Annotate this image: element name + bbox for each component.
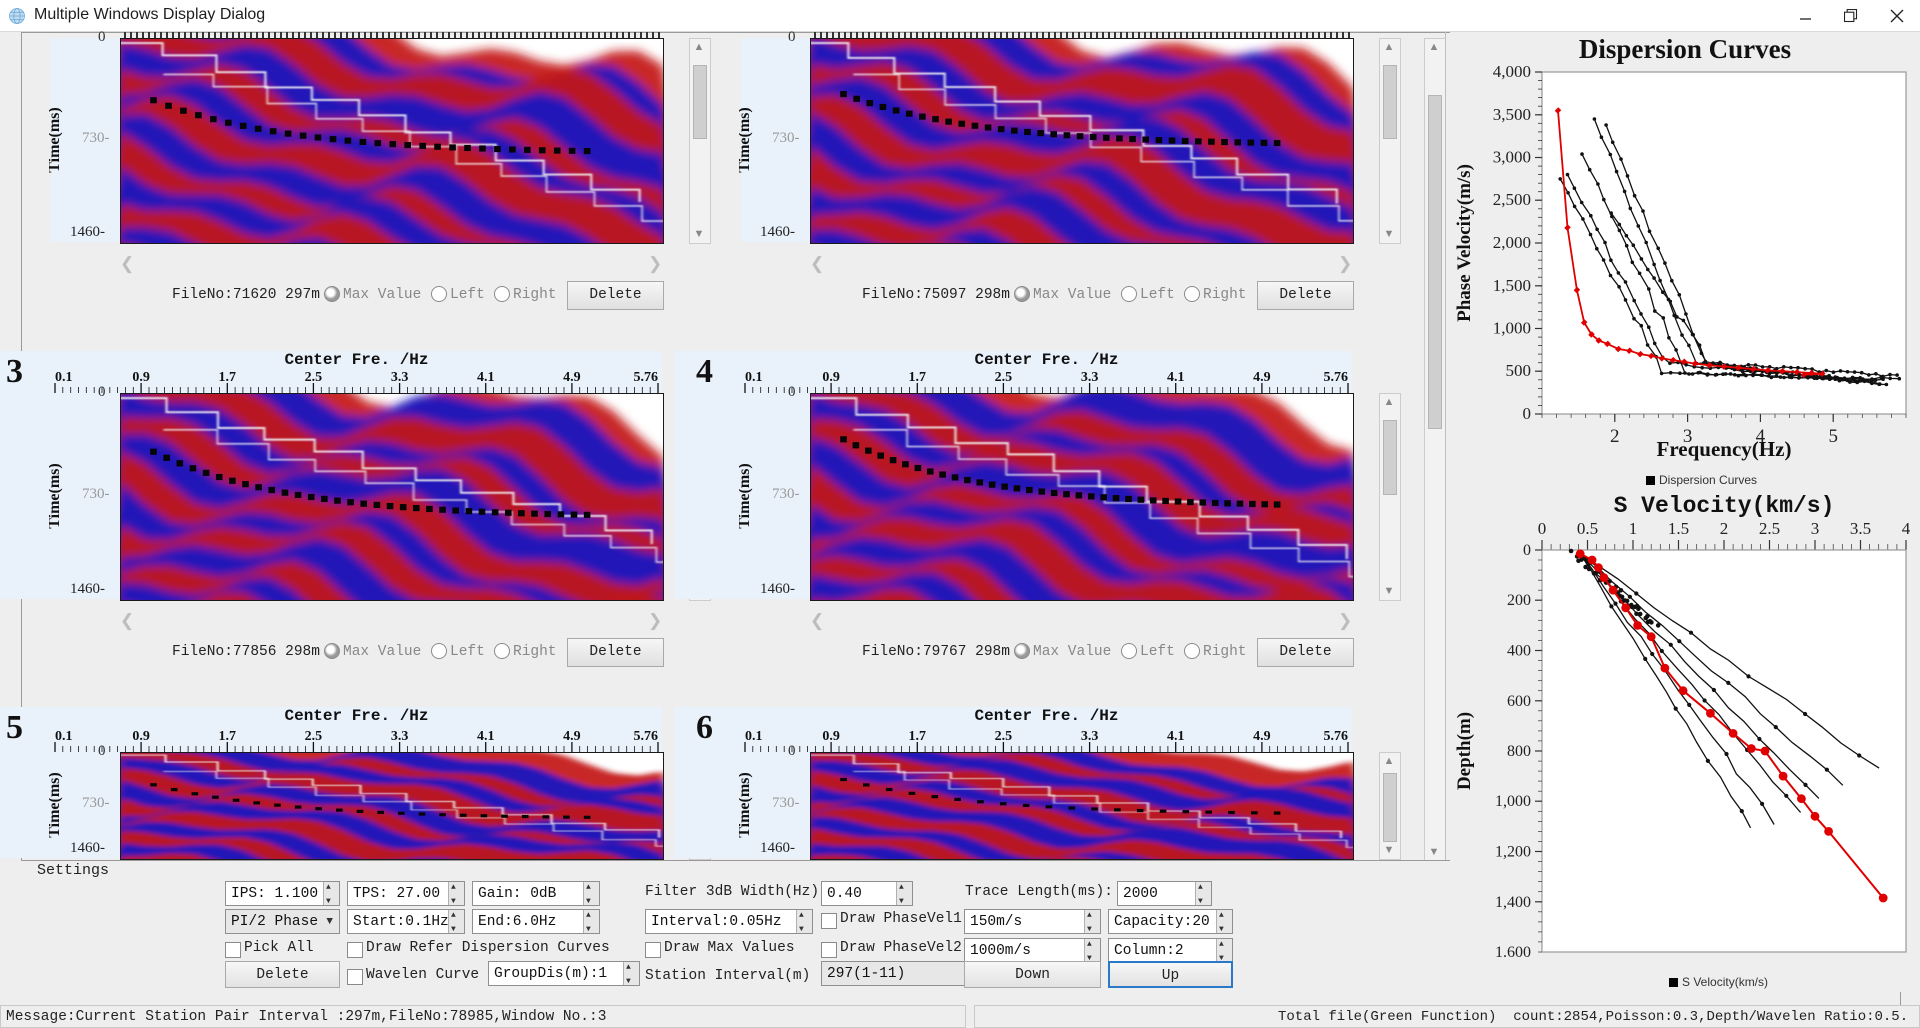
svg-text:Time(ms): Time(ms) xyxy=(739,772,753,837)
svg-text:1.7: 1.7 xyxy=(219,729,237,744)
svg-text:5.76: 5.76 xyxy=(634,370,659,385)
svg-text:4.9: 4.9 xyxy=(1253,729,1271,744)
svg-text:Dispersion Curves: Dispersion Curves xyxy=(1579,34,1791,64)
svg-text:4.1: 4.1 xyxy=(477,729,495,744)
svg-text:0.9: 0.9 xyxy=(822,729,840,744)
svg-text:4.9: 4.9 xyxy=(563,729,581,744)
svg-text:Time(ms): Time(ms) xyxy=(49,772,63,837)
svg-text:4,000: 4,000 xyxy=(1493,62,1531,81)
svg-text:1,000: 1,000 xyxy=(1495,793,1531,810)
svg-text:1,500: 1,500 xyxy=(1493,276,1531,295)
svg-text:0.1: 0.1 xyxy=(55,370,73,385)
svg-text:5.76: 5.76 xyxy=(634,729,659,744)
svg-text:Center Fre. /Hz: Center Fre. /Hz xyxy=(284,707,428,725)
svg-text:Center Fre. /Hz: Center Fre. /Hz xyxy=(284,351,428,369)
svg-text:1,400: 1,400 xyxy=(1495,894,1531,911)
svg-text:Center Fre. /Hz: Center Fre. /Hz xyxy=(974,351,1118,369)
svg-text:1.7: 1.7 xyxy=(909,370,927,385)
svg-text:2,500: 2,500 xyxy=(1493,190,1531,209)
svg-text:600: 600 xyxy=(1507,693,1531,710)
svg-text:0: 0 xyxy=(1523,404,1532,423)
svg-text:200: 200 xyxy=(1507,592,1531,609)
svg-text:0.1: 0.1 xyxy=(745,370,763,385)
svg-text:2.5: 2.5 xyxy=(305,729,323,744)
svg-text:Center Fre. /Hz: Center Fre. /Hz xyxy=(974,707,1118,725)
svg-text:3,500: 3,500 xyxy=(1493,105,1531,124)
svg-text:3,000: 3,000 xyxy=(1493,148,1531,167)
svg-text:3: 3 xyxy=(1811,519,1820,538)
svg-text:Depth(m): Depth(m) xyxy=(1454,712,1475,790)
svg-text:1,200: 1,200 xyxy=(1495,844,1531,861)
svg-text:0: 0 xyxy=(1538,519,1547,538)
svg-text:0.9: 0.9 xyxy=(132,729,150,744)
svg-text:0: 0 xyxy=(1523,542,1531,559)
svg-text:0.9: 0.9 xyxy=(132,370,150,385)
svg-text:1.7: 1.7 xyxy=(219,370,237,385)
svg-text:2,000: 2,000 xyxy=(1493,233,1531,252)
svg-text:4.9: 4.9 xyxy=(1253,370,1271,385)
svg-text:Phase Velocity(m/s): Phase Velocity(m/s) xyxy=(1454,164,1475,322)
svg-text:1.600: 1.600 xyxy=(1495,944,1531,961)
svg-text:3.3: 3.3 xyxy=(1081,370,1099,385)
svg-text:5.76: 5.76 xyxy=(1324,729,1349,744)
svg-text:2: 2 xyxy=(1610,426,1620,447)
svg-text:Dispersion Curves: Dispersion Curves xyxy=(1659,473,1757,487)
svg-text:1.5: 1.5 xyxy=(1668,519,1689,538)
svg-text:800: 800 xyxy=(1507,743,1531,760)
svg-text:2.5: 2.5 xyxy=(995,729,1013,744)
svg-text:2: 2 xyxy=(1720,519,1729,538)
svg-text:2.5: 2.5 xyxy=(305,370,323,385)
svg-text:Time(ms): Time(ms) xyxy=(739,107,753,172)
svg-text:500: 500 xyxy=(1506,361,1532,380)
svg-text:3.3: 3.3 xyxy=(391,370,409,385)
svg-text:0.5: 0.5 xyxy=(1577,519,1598,538)
svg-text:Time(ms): Time(ms) xyxy=(49,463,63,528)
svg-text:3.3: 3.3 xyxy=(1081,729,1099,744)
svg-text:5.76: 5.76 xyxy=(1324,370,1349,385)
svg-text:4: 4 xyxy=(1902,519,1911,538)
svg-text:3.3: 3.3 xyxy=(391,729,409,744)
svg-text:Time(ms): Time(ms) xyxy=(49,107,63,172)
svg-text:400: 400 xyxy=(1507,643,1531,660)
svg-text:4.9: 4.9 xyxy=(563,370,581,385)
svg-text:2.5: 2.5 xyxy=(1759,519,1780,538)
svg-text:Time(ms): Time(ms) xyxy=(739,463,753,528)
svg-text:Frequency(Hz): Frequency(Hz) xyxy=(1657,437,1792,461)
svg-text:S Velocity(km/s): S Velocity(km/s) xyxy=(1614,493,1835,519)
svg-text:S Velocity(km/s): S Velocity(km/s) xyxy=(1682,975,1768,989)
svg-text:4.1: 4.1 xyxy=(477,370,495,385)
svg-text:2.5: 2.5 xyxy=(995,370,1013,385)
svg-text:4.1: 4.1 xyxy=(1167,370,1185,385)
svg-text:0.9: 0.9 xyxy=(822,370,840,385)
svg-text:1.7: 1.7 xyxy=(909,729,927,744)
svg-text:1: 1 xyxy=(1629,519,1638,538)
svg-text:4.1: 4.1 xyxy=(1167,729,1185,744)
svg-text:3.5: 3.5 xyxy=(1850,519,1871,538)
svg-text:5: 5 xyxy=(1828,426,1838,447)
svg-text:1,000: 1,000 xyxy=(1493,319,1531,338)
